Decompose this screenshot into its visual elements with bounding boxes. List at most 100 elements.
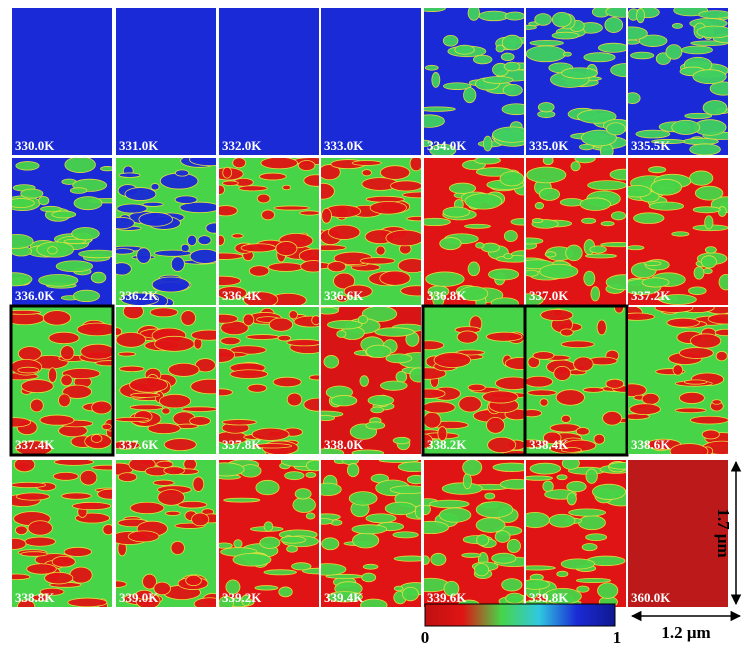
domain-spot (504, 61, 521, 72)
domain-spot (678, 347, 714, 359)
domain-spot (180, 310, 196, 326)
panel-background (628, 460, 728, 607)
panel (526, 460, 626, 607)
domain-spot (72, 289, 100, 303)
domain-spot (118, 172, 141, 178)
domain-spot (475, 242, 485, 249)
domain-spot (321, 482, 342, 497)
domain-spot (97, 488, 112, 500)
domain-spot (442, 206, 470, 218)
domain-spot (379, 165, 411, 180)
domain-spot (502, 84, 523, 97)
domain-spot (38, 274, 79, 287)
domain-spot (351, 524, 387, 535)
domain-spot (311, 315, 319, 326)
domain-spot (424, 411, 442, 429)
domain-spot (597, 42, 626, 53)
domain-spot (589, 245, 607, 254)
domain-spot (27, 520, 53, 536)
domain-spot (180, 243, 190, 253)
domain-spot (424, 64, 439, 71)
domain-spot (482, 135, 493, 152)
domain-spot (531, 218, 544, 224)
domain-spot (526, 565, 556, 571)
domain-spot (605, 378, 625, 389)
domain-spot (254, 585, 279, 591)
domain-spot (219, 462, 245, 477)
domain-spot (120, 292, 160, 305)
domain-spot (255, 479, 280, 496)
panel-label: 339.0K (119, 590, 159, 605)
domain-spot (219, 595, 234, 607)
panel (12, 460, 112, 607)
domain-spot (456, 330, 479, 344)
domain-spot (341, 460, 360, 466)
domain-spot (116, 203, 148, 214)
domain-spot (506, 538, 521, 554)
domain-spot (696, 25, 728, 39)
domain-spot (526, 475, 553, 481)
domain-spot (385, 229, 421, 247)
domain-spot (560, 558, 595, 570)
domain-spot (596, 319, 607, 336)
domain-spot (529, 39, 564, 47)
domain-spot (225, 579, 241, 595)
domain-spot (609, 168, 626, 181)
domain-spot (100, 166, 112, 172)
domain-spot (467, 383, 486, 392)
domain-spot (154, 335, 195, 352)
domain-spot (669, 443, 709, 454)
domain-spot (152, 479, 175, 486)
domain-spot (117, 351, 136, 357)
domain-spot (73, 196, 103, 211)
domain-spot (17, 599, 36, 607)
domain-spot (565, 244, 583, 262)
domain-spot (51, 210, 77, 219)
panel-label: 337.8K (222, 437, 262, 452)
domain-spot (116, 416, 150, 423)
domain-spot (122, 307, 144, 320)
domain-spot (464, 223, 491, 229)
domain-spot (561, 460, 580, 470)
domain-spot (90, 271, 107, 284)
domain-spot (630, 51, 655, 60)
domain-spot (15, 525, 28, 536)
colorbar-max: 1 (613, 628, 622, 647)
domain-spot (305, 471, 317, 478)
domain-spot (189, 416, 211, 426)
panel-outline (9, 304, 115, 457)
domain-spot (127, 530, 160, 543)
domain-spot (12, 417, 31, 428)
domain-spot (566, 481, 587, 493)
domain-spot (247, 383, 268, 393)
domain-spot (494, 530, 511, 543)
domain-spot (135, 589, 154, 600)
domain-spot (286, 392, 303, 407)
domain-spot (219, 313, 239, 324)
domain-spot (424, 555, 430, 566)
domain-spot (263, 569, 297, 576)
domain-spot (560, 340, 595, 349)
panel (12, 8, 112, 155)
domain-spot (151, 276, 190, 293)
panel-label: 337.0K (529, 288, 569, 303)
domain-spot (300, 260, 319, 273)
domain-spot (252, 443, 293, 449)
panel (424, 460, 524, 607)
domain-spot (492, 126, 524, 143)
domain-spot (17, 346, 42, 362)
domain-spot (610, 211, 626, 221)
panel (526, 158, 626, 305)
domain-spot (462, 473, 472, 490)
domain-spot (651, 139, 686, 144)
domain-spot (284, 471, 305, 481)
domain-spot (459, 286, 489, 302)
panel (219, 158, 319, 305)
domain-spot (219, 275, 242, 286)
domain-spot (534, 13, 552, 26)
colorbar-min: 0 (421, 628, 430, 647)
domain-spot (702, 268, 713, 275)
domain-spot (161, 407, 171, 415)
domain-spot (119, 365, 145, 373)
domain-spot (482, 390, 519, 404)
